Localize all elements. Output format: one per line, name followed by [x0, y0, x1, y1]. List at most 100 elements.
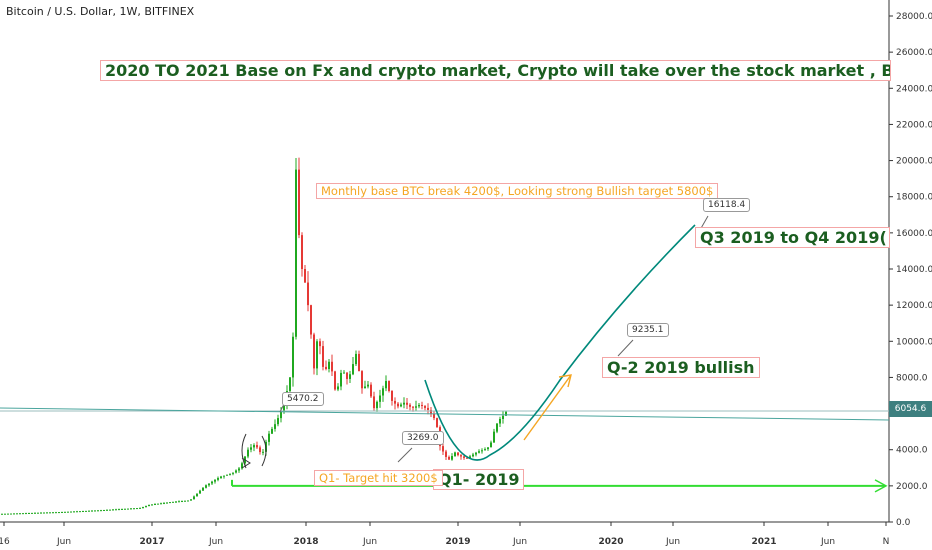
candle-body: [271, 428, 273, 434]
candle-body: [463, 456, 465, 458]
y-tick-label: 2000.0: [896, 482, 928, 492]
candle-body: [85, 510, 87, 512]
callout-5470: 5470.2: [282, 392, 324, 406]
candle-body: [367, 384, 369, 387]
candle-body: [79, 511, 81, 513]
candle-body: [445, 451, 447, 457]
x-tick-label: Jun: [665, 537, 680, 547]
candle-body: [55, 512, 57, 514]
candle-body: [472, 454, 474, 457]
candle-body: [379, 395, 381, 402]
candle-body: [4, 513, 6, 515]
candle-body: [76, 511, 78, 513]
y-tick-label: 10000.0: [896, 337, 932, 347]
candle-body: [73, 511, 75, 513]
candle-body: [499, 418, 501, 424]
candle-body: [7, 513, 9, 515]
candle-body: [67, 511, 69, 513]
x-tick-label: 2018: [293, 537, 318, 547]
candle-body: [256, 445, 258, 448]
x-tick-label: 2020: [598, 537, 623, 547]
x-axis: 16 Jun 2017 Jun 2018 Jun 2019 Jun 2020 Jun 2021 Jun…: [0, 522, 889, 547]
orange-arrow-head: [558, 374, 572, 388]
x-tick-label: 16: [0, 537, 10, 547]
candle-body: [103, 510, 105, 512]
candle-body: [469, 456, 471, 459]
candle-body: [19, 513, 21, 515]
x-tick-label: N: [883, 537, 890, 547]
current-price-badge: 6054.6: [889, 401, 932, 417]
candle-body: [109, 509, 111, 511]
candle-body: [391, 390, 393, 401]
y-tick-label: 4000.0: [896, 446, 928, 456]
callout-9235: 9235.1: [627, 323, 669, 337]
candle-body: [253, 445, 255, 448]
candle-body: [418, 404, 420, 407]
candle-body: [433, 414, 435, 419]
callout-3269: 3269.0: [402, 431, 444, 445]
candle-body: [484, 449, 486, 451]
candle-body: [457, 452, 459, 456]
headline-annotation: 2020 TO 2021 Base on Fx and crypto marke…: [100, 60, 891, 81]
candle-body: [112, 509, 114, 511]
candle-body: [250, 447, 252, 450]
q1-annotation: Q1- 2019: [433, 469, 525, 490]
candle-body: [136, 508, 138, 510]
candle-body: [184, 500, 186, 502]
candle-body: [337, 386, 339, 390]
candle-body: [505, 411, 507, 416]
candle-body: [187, 500, 189, 502]
candle-body: [352, 364, 354, 375]
candle-body: [178, 501, 180, 503]
candle-body: [388, 381, 390, 391]
candle-body: [355, 353, 357, 365]
candle-body: [490, 442, 492, 448]
candle-body: [115, 509, 117, 511]
candle-body: [142, 506, 144, 508]
candle-body: [310, 305, 312, 335]
y-tick-label: 12000.0: [896, 301, 932, 311]
candle-body: [211, 481, 213, 484]
candle-body: [403, 402, 405, 405]
y-tick-label: 26000.0: [896, 48, 932, 58]
candle-body: [154, 504, 156, 506]
x-tick-label: Jun: [56, 537, 71, 547]
candle-body: [97, 510, 99, 512]
candle-body: [31, 512, 33, 514]
candle-body: [160, 503, 162, 505]
candle-body: [49, 512, 51, 514]
candle-body: [289, 377, 291, 391]
candle-body: [328, 361, 330, 369]
candle-body: [199, 490, 201, 494]
candle-body: [292, 336, 294, 378]
candle-body: [238, 468, 240, 471]
candle-body: [217, 478, 219, 480]
candle-body: [13, 513, 15, 515]
candle-body: [130, 508, 132, 510]
candle-body: [70, 511, 72, 513]
candle-body: [295, 169, 297, 337]
q3q4-annotation: Q3 2019 to Q4 2019( Y: [695, 227, 890, 248]
candle-body: [370, 384, 372, 397]
candle-body: [451, 456, 453, 460]
candle-body: [313, 334, 315, 369]
support-arrow: [874, 479, 888, 493]
y-tick-label: 28000.0: [896, 12, 932, 22]
candle-body: [172, 501, 174, 503]
candle-body: [436, 418, 438, 428]
candle-body: [346, 372, 348, 379]
candle-body: [220, 476, 222, 479]
candle-body: [394, 400, 396, 404]
callout-leader: [617, 339, 634, 357]
candle-body: [325, 366, 327, 369]
y-tick-label: 8000.0: [896, 373, 928, 383]
candle-body: [487, 447, 489, 450]
candle-body: [241, 463, 243, 469]
candle-body: [298, 169, 300, 236]
candle-body: [46, 512, 48, 514]
x-tick-label: 2019: [445, 537, 470, 547]
candle-body: [319, 341, 321, 347]
candle-body: [247, 449, 249, 457]
candle-body: [100, 510, 102, 512]
candle-body: [25, 513, 27, 515]
